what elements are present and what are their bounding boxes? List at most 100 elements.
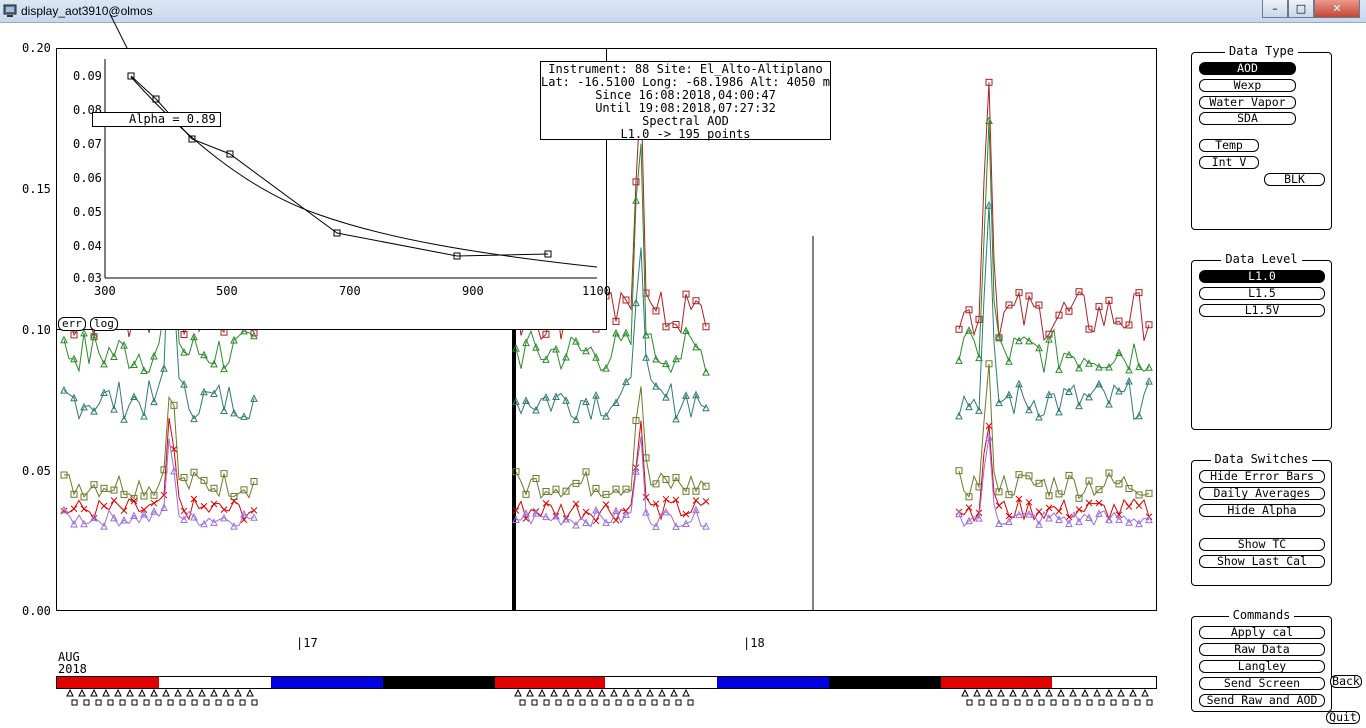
daily-averages-button[interactable]: Daily Averages [1199,487,1325,500]
level-l10-button[interactable]: L1.0 [1199,270,1325,283]
series-point [602,501,610,508]
series-point [622,296,630,304]
series-point [130,360,138,368]
water-vapor-button[interactable]: Water Vapor [1199,96,1296,109]
err-button[interactable]: err [58,317,86,331]
observation-marker [990,699,997,706]
series-point [1095,509,1103,517]
series-point [150,397,158,406]
observation-marker [639,699,646,706]
quit-button[interactable]: Quit [1326,711,1360,724]
series-point [1045,504,1053,512]
series-point [995,398,1003,407]
day-night-timebar[interactable] [56,676,1157,689]
series-point [572,415,580,424]
inset-x-tick: 1100 [582,284,611,298]
info-since: Since 16:08:2018,04:00:47 [595,88,776,102]
series-point [612,317,620,325]
observation-marker [210,688,218,697]
series-point [985,360,993,368]
series-point [1145,363,1153,371]
blk-button[interactable]: BLK [1264,173,1325,186]
series-point [1085,513,1093,521]
minimize-button[interactable]: – [1262,0,1288,18]
raw-data-button[interactable]: Raw Data [1199,643,1325,656]
back-button[interactable]: Back [1330,675,1362,688]
series-point [1085,325,1093,333]
observation-marker [1026,699,1033,706]
observation-marker [1057,688,1065,697]
inset-x-tick: 900 [462,284,484,298]
series-point [200,476,208,484]
maximize-button[interactable]: □ [1288,0,1314,18]
hide-alpha-button[interactable]: Hide Alpha [1199,504,1325,517]
series-line [515,247,707,421]
series-point [210,359,218,368]
series-point [180,330,188,338]
send-screen-button[interactable]: Send Screen [1199,677,1325,690]
observation-marker [1009,688,1017,697]
series-point [662,507,670,516]
aod-button[interactable]: AOD [1199,62,1296,75]
series-point [1025,336,1033,345]
observation-marker [1093,688,1101,697]
series-point [995,488,1003,496]
close-button[interactable]: ✕ [1314,0,1360,18]
show-tc-button[interactable]: Show TC [1199,538,1325,551]
apply-cal-button[interactable]: Apply cal [1199,626,1325,639]
series-point [622,510,630,518]
temp-button[interactable]: Temp [1199,139,1259,152]
series-point [240,509,248,518]
instrument-info-box: Instrument: 88 Site: El_Alto-Altiplano L… [540,61,831,141]
int-v-button[interactable]: Int V [1199,156,1259,169]
observation-markers [66,688,1153,706]
series-point [652,500,660,508]
series-point [170,445,178,453]
series-line [958,205,1150,421]
series-point [1075,401,1083,410]
series-point [682,510,690,518]
series-point [965,516,973,525]
langley-button[interactable]: Langley [1199,660,1325,673]
series-point [955,509,963,518]
series-point [592,353,600,361]
series-point [632,298,640,307]
sda-button[interactable]: SDA [1199,112,1296,125]
series-point [572,336,580,345]
level-l15-button[interactable]: L1.5 [1199,287,1325,300]
series-point [90,330,98,339]
series-point [110,513,118,522]
observation-marker [90,688,98,697]
level-l15v-button[interactable]: L1.5V [1199,304,1325,317]
series-point [80,328,88,337]
series-point [1135,289,1143,297]
series-point [582,346,590,355]
hide-error-bars-button[interactable]: Hide Error Bars [1199,470,1325,483]
series-point [682,326,690,335]
wexp-button[interactable]: Wexp [1199,79,1296,92]
series-point [542,487,550,495]
observation-marker [239,699,246,706]
show-last-cal-button[interactable]: Show Last Cal [1199,555,1325,568]
observation-marker [215,699,222,706]
series-point [562,514,570,523]
series-line [515,386,707,500]
observation-marker [114,688,122,697]
observation-marker [526,688,534,697]
observation-marker [102,688,110,697]
log-button[interactable]: log [90,317,118,331]
series-point [210,518,218,526]
series-point [692,390,700,399]
series-point [190,414,198,423]
observation-marker [1021,688,1029,697]
series-point [90,406,98,415]
observation-marker [1045,688,1053,697]
series-point [702,522,710,530]
series-point [522,338,530,347]
send-raw-and-aod-button[interactable]: Send Raw and AOD [1199,694,1325,707]
series-point [582,468,590,476]
series-point [602,490,610,498]
observation-marker [1117,688,1125,697]
series-point [250,331,258,340]
observation-marker [1038,699,1045,706]
